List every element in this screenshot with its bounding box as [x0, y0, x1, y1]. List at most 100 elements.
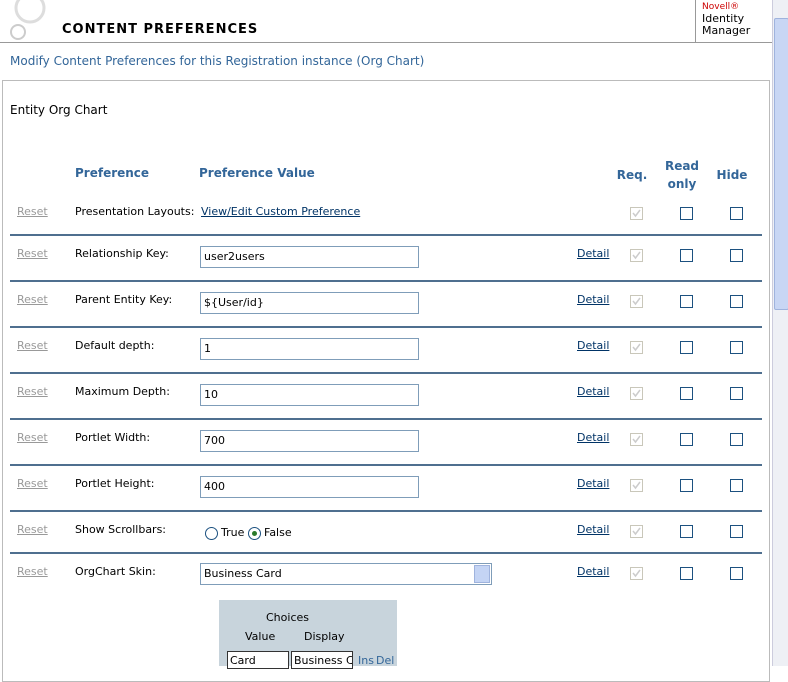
- choices-header: Display: [304, 630, 345, 643]
- preference-name: Show Scrollbars:: [75, 523, 167, 536]
- brand-line: Identity: [702, 12, 745, 25]
- header: CONTENT PREFERENCES Novell® Identity Man…: [0, 0, 772, 43]
- req-checkbox: [630, 295, 643, 308]
- row-separator: [10, 326, 762, 328]
- read-only-checkbox[interactable]: [680, 525, 693, 538]
- radio-option[interactable]: False: [248, 526, 292, 540]
- choice-display[interactable]: Business Ca: [291, 651, 353, 669]
- select[interactable]: Business Card: [200, 563, 492, 585]
- preference-name: OrgChart Skin:: [75, 565, 156, 578]
- req-checkbox: [630, 567, 643, 580]
- req-checkbox: [630, 249, 643, 262]
- hide-checkbox[interactable]: [730, 567, 743, 580]
- hide-checkbox[interactable]: [730, 479, 743, 492]
- row-separator: [10, 418, 762, 420]
- detail-link[interactable]: Detail: [577, 247, 610, 260]
- read-only-checkbox[interactable]: [680, 249, 693, 262]
- row-separator: [10, 464, 762, 466]
- del-link[interactable]: Del: [376, 654, 395, 667]
- text-input[interactable]: 10: [200, 384, 419, 406]
- preference-name: Portlet Height:: [75, 477, 155, 490]
- choices-box: Choices Value Display Card Business Ca I…: [219, 600, 397, 669]
- detail-link[interactable]: Detail: [577, 385, 610, 398]
- scroll-thumb[interactable]: [774, 18, 788, 310]
- custom-preference-link[interactable]: View/Edit Custom Preference: [201, 205, 361, 218]
- row-separator: [10, 552, 762, 554]
- reset-link[interactable]: Reset: [17, 293, 48, 306]
- row-separator: [10, 280, 762, 282]
- choices-header: Value: [245, 630, 276, 643]
- scrollbar[interactable]: [772, 0, 788, 666]
- choice-value[interactable]: Card: [227, 651, 289, 669]
- reset-link[interactable]: Reset: [17, 339, 48, 352]
- text-input[interactable]: 700: [200, 430, 419, 452]
- column-header: Preference Value: [199, 166, 315, 180]
- read-only-checkbox[interactable]: [680, 387, 693, 400]
- select-arrow[interactable]: [474, 565, 490, 583]
- row-separator: [10, 510, 762, 512]
- detail-link[interactable]: Detail: [577, 431, 610, 444]
- req-checkbox: [630, 341, 643, 354]
- reset-link[interactable]: Reset: [17, 385, 48, 398]
- read-only-checkbox[interactable]: [680, 295, 693, 308]
- detail-link[interactable]: Detail: [577, 523, 610, 536]
- row-separator: [10, 372, 762, 374]
- detail-link[interactable]: Detail: [577, 293, 610, 306]
- read-only-checkbox[interactable]: [680, 479, 693, 492]
- hide-checkbox[interactable]: [730, 387, 743, 400]
- req-checkbox: [630, 207, 643, 220]
- reset-link[interactable]: Reset: [17, 205, 48, 218]
- column-header: Req.: [616, 168, 648, 182]
- column-header: Preference: [75, 166, 150, 180]
- read-only-checkbox[interactable]: [680, 433, 693, 446]
- text-input[interactable]: 400: [200, 476, 419, 498]
- reset-link[interactable]: Reset: [17, 565, 48, 578]
- reset-link[interactable]: Reset: [17, 431, 48, 444]
- radio[interactable]: [248, 526, 261, 540]
- subtitle: Modify Content Preferences for this Regi…: [10, 54, 425, 68]
- brand-line: Manager: [702, 24, 751, 37]
- hide-checkbox[interactable]: [730, 295, 743, 308]
- choices-title: Choices: [266, 611, 309, 624]
- preference-name: Portlet Width:: [75, 431, 151, 444]
- read-only-checkbox[interactable]: [680, 567, 693, 580]
- reset-link[interactable]: Reset: [17, 477, 48, 490]
- hide-checkbox[interactable]: [730, 249, 743, 262]
- req-checkbox: [630, 387, 643, 400]
- column-header: Hide: [716, 168, 748, 182]
- hide-checkbox[interactable]: [730, 207, 743, 220]
- detail-link[interactable]: Detail: [577, 477, 610, 490]
- section-title: Entity Org Chart: [10, 103, 108, 117]
- reset-link[interactable]: Reset: [17, 247, 48, 260]
- read-only-checkbox[interactable]: [680, 207, 693, 220]
- row-separator: [10, 234, 762, 236]
- preference-name: Presentation Layouts:: [75, 205, 195, 218]
- radio-option[interactable]: True: [205, 526, 244, 540]
- req-checkbox: [630, 433, 643, 446]
- req-checkbox: [630, 525, 643, 538]
- req-checkbox: [630, 479, 643, 492]
- detail-link[interactable]: Detail: [577, 339, 610, 352]
- radio[interactable]: [205, 526, 218, 540]
- column-header: Read only: [664, 159, 700, 191]
- brand-novell: Novell®: [702, 2, 740, 12]
- text-input[interactable]: user2users: [200, 246, 419, 268]
- radio-label: False: [264, 526, 292, 539]
- preference-name: Parent Entity Key:: [75, 293, 173, 306]
- page-title: CONTENT PREFERENCES: [62, 22, 259, 37]
- gear-graphic: [10, 0, 46, 40]
- brand: Novell® Identity Manager: [695, 0, 772, 42]
- hide-checkbox[interactable]: [730, 433, 743, 446]
- read-only-checkbox[interactable]: [680, 341, 693, 354]
- reset-link[interactable]: Reset: [17, 523, 48, 536]
- radio-label: True: [221, 526, 245, 539]
- text-input[interactable]: ${User/id}: [200, 292, 419, 314]
- preference-name: Relationship Key:: [75, 247, 169, 260]
- detail-link[interactable]: Detail: [577, 565, 610, 578]
- preference-name: Maximum Depth:: [75, 385, 170, 398]
- hide-checkbox[interactable]: [730, 525, 743, 538]
- ins-link[interactable]: Ins: [358, 654, 374, 667]
- hide-checkbox[interactable]: [730, 341, 743, 354]
- text-input[interactable]: 1: [200, 338, 419, 360]
